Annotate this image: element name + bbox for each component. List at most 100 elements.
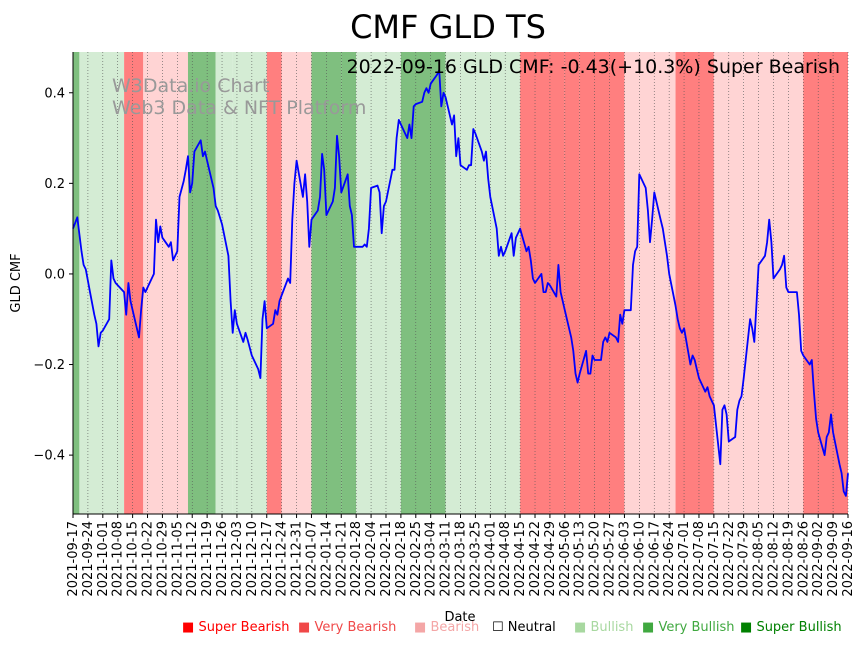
legend-item-bearish: ■ Bearish — [414, 620, 479, 635]
x-tick-label: 2022-03-25 — [468, 521, 483, 597]
regime-band — [445, 52, 461, 514]
latest-value-annotation: 2022-09-16 GLD CMF: -0.43(+10.3%) Super … — [347, 56, 840, 78]
x-tick-label: 2022-04-29 — [543, 521, 558, 597]
x-tick-label: 2021-11-12 — [185, 521, 200, 597]
x-tick-label: 2022-02-18 — [394, 521, 409, 597]
regime-band — [124, 52, 144, 514]
x-tick-label: 2022-01-07 — [304, 521, 319, 597]
x-tick-label: 2021-09-24 — [81, 521, 96, 597]
legend-marker: ■ — [182, 620, 195, 635]
x-tick-label: 2022-02-25 — [409, 521, 424, 597]
legend-label: Super Bearish — [198, 620, 290, 635]
x-tick-label: 2022-08-12 — [766, 521, 781, 597]
x-tick-label: 2022-07-29 — [737, 521, 752, 597]
chart-title: CMF GLD TS — [350, 8, 546, 46]
legend-label: Super Bullish — [756, 620, 842, 635]
x-tick-label: 2021-10-22 — [141, 521, 156, 597]
x-tick-label: 2022-05-27 — [603, 521, 618, 597]
legend-label: Very Bearish — [314, 620, 397, 635]
y-tick-label: 0.0 — [44, 267, 65, 282]
x-tick-label: 2022-01-21 — [334, 521, 349, 597]
x-tick-label: 2022-01-14 — [319, 521, 334, 597]
x-tick-label: 2022-09-16 — [841, 521, 856, 597]
x-tick-label: 2022-06-03 — [617, 521, 632, 597]
regime-bands — [73, 52, 848, 514]
x-tick-label: 2022-09-09 — [826, 521, 841, 597]
regime-band — [187, 52, 216, 514]
x-tick-label: 2022-02-04 — [364, 521, 379, 597]
x-tick-label: 2021-10-29 — [155, 521, 170, 597]
y-tick-label: 0.2 — [44, 177, 65, 192]
legend-marker: ■ — [414, 620, 427, 635]
cmf-series-line — [72, 69, 849, 497]
y-tick-label: −0.2 — [33, 358, 65, 373]
x-tick-label: 2022-02-11 — [379, 521, 394, 597]
regime-band — [400, 52, 446, 514]
regime-band — [803, 52, 848, 514]
x-tick-label: 2021-11-26 — [215, 521, 230, 597]
x-tick-label: 2022-08-19 — [781, 521, 796, 597]
regime-band — [79, 52, 125, 514]
y-axis-ticks: −0.4 −0.2 0.0 0.2 0.4 — [33, 86, 73, 464]
x-tick-label: 2022-01-28 — [349, 521, 364, 597]
x-tick-label: 2021-10-01 — [96, 521, 111, 597]
regime-band — [564, 52, 580, 514]
x-axis-ticks: 2021-09-17 2021-09-24 2021-10-01 2021-10-08… — [66, 514, 856, 597]
x-tick-label: 2022-06-24 — [662, 521, 677, 597]
x-tick-label: 2021-10-15 — [126, 521, 141, 597]
x-tick-label: 2022-08-05 — [752, 521, 767, 597]
y-tick-label: −0.4 — [33, 449, 65, 464]
x-tick-label: 2022-05-06 — [558, 521, 573, 597]
regime-band — [579, 52, 625, 514]
x-tick-label: 2021-09-17 — [66, 521, 81, 597]
legend-item-super-bullish: ■ Super Bullish — [740, 620, 842, 635]
x-axis-label: Date — [444, 610, 475, 625]
legend-item-super-bearish: ■ Super Bearish — [182, 620, 290, 635]
series-layer — [72, 69, 849, 497]
legend-label: Very Bullish — [658, 620, 735, 635]
x-tick-label: 2022-03-18 — [454, 521, 469, 597]
regime-band — [143, 52, 188, 514]
watermark-line-1: W3Data.io Chart — [112, 75, 269, 97]
x-tick-label: 2022-04-15 — [513, 521, 528, 597]
weekly-gridlines — [72, 52, 849, 514]
x-tick-label: 2022-03-11 — [439, 521, 454, 597]
regime-band — [356, 52, 401, 514]
regime-band — [73, 52, 80, 514]
x-tick-label: 2021-12-31 — [290, 521, 305, 597]
legend-item-bullish: ■ Bullish — [574, 620, 633, 635]
x-tick-label: 2022-06-10 — [632, 521, 647, 597]
x-tick-label: 2021-12-10 — [245, 521, 260, 597]
x-tick-label: 2022-05-20 — [588, 521, 603, 597]
y-tick-label: 0.4 — [44, 86, 65, 101]
regime-band — [675, 52, 714, 514]
x-tick-label: 2022-06-17 — [647, 521, 662, 597]
x-tick-label: 2022-04-22 — [528, 521, 543, 597]
y-axis-label: GLD CMF — [9, 253, 24, 312]
legend-marker: ☐ — [492, 620, 504, 635]
x-tick-label: 2021-12-03 — [230, 521, 245, 597]
legend-item-very-bearish: ■ Very Bearish — [298, 620, 396, 635]
x-tick-label: 2022-04-08 — [498, 521, 513, 597]
legend-item-neutral: ☐ Neutral — [492, 620, 556, 635]
legend-label: Bullish — [590, 620, 634, 635]
x-tick-label: 2021-10-08 — [111, 521, 126, 597]
watermark-line-2: Web3 Data & NFT Platform — [112, 97, 366, 119]
x-tick-label: 2022-05-13 — [573, 521, 588, 597]
x-tick-label: 2022-07-22 — [722, 521, 737, 597]
x-tick-label: 2022-07-08 — [692, 521, 707, 597]
legend-marker: ■ — [740, 620, 753, 635]
legend-item-very-bullish: ■ Very Bullish — [642, 620, 735, 635]
x-tick-label: 2022-03-04 — [424, 521, 439, 597]
x-tick-label: 2022-08-26 — [796, 521, 811, 597]
x-tick-label: 2021-11-05 — [170, 521, 185, 597]
x-tick-label: 2022-07-15 — [707, 521, 722, 597]
legend-marker: ■ — [574, 620, 587, 635]
x-tick-label: 2021-12-17 — [260, 521, 275, 597]
regime-band — [232, 52, 267, 514]
legend-marker: ■ — [642, 620, 655, 635]
regime-band — [266, 52, 282, 514]
x-tick-label: 2022-09-02 — [811, 521, 826, 597]
x-tick-label: 2022-04-01 — [483, 521, 498, 597]
legend-label: Bearish — [430, 620, 480, 635]
